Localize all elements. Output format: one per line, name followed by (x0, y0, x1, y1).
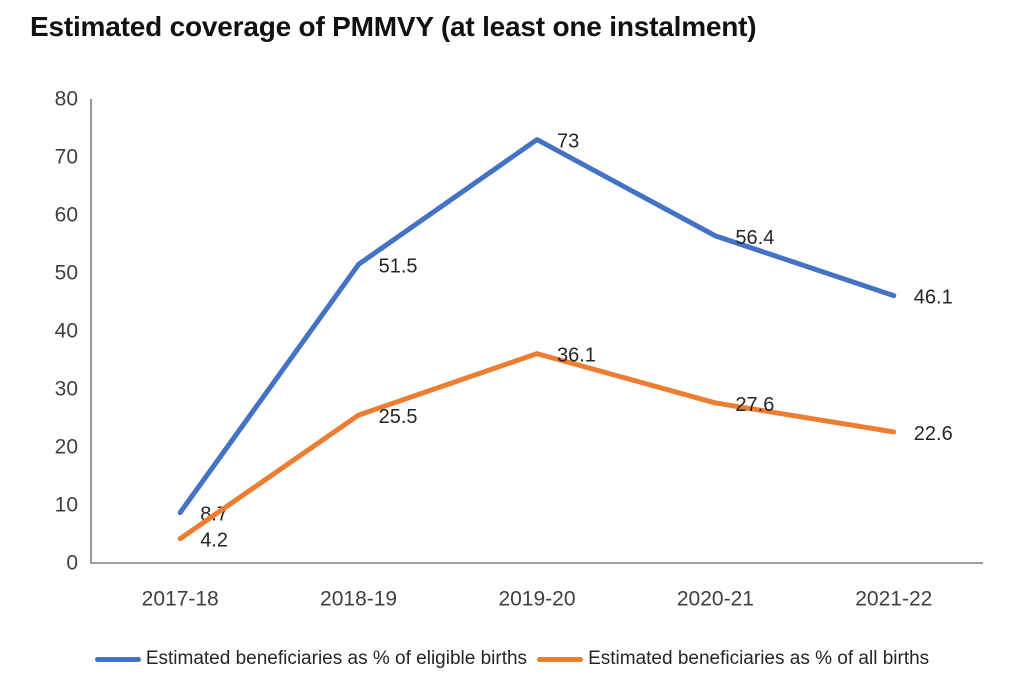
axis-lines (90, 99, 983, 564)
chart-title: Estimated coverage of PMMVY (at least on… (30, 11, 757, 42)
x-tick-label: 2021-22 (855, 588, 932, 611)
x-tick-label: 2019-20 (498, 588, 575, 611)
y-tick-label: 40 (55, 320, 78, 343)
legend-label: Estimated beneficiaries as % of all birt… (588, 648, 930, 669)
y-tick-label: 10 (55, 494, 78, 517)
data-label: 51.5 (379, 255, 418, 277)
x-tick-label: 2017-18 (142, 588, 219, 611)
legend-swatch (537, 656, 584, 662)
data-label: 25.5 (379, 406, 418, 428)
legend-item: Estimated beneficiaries as % of eligible… (94, 648, 528, 670)
series-line (177, 351, 897, 542)
data-label: 73 (557, 131, 579, 153)
x-tick-label: 2018-19 (320, 588, 397, 611)
y-tick-label: 30 (55, 378, 78, 401)
legend-label: Estimated beneficiaries as % of eligible… (145, 648, 528, 669)
data-label: 27.6 (735, 394, 774, 416)
x-tick-label: 2020-21 (677, 588, 754, 611)
y-tick-label: 60 (55, 204, 78, 227)
legend-swatch (94, 656, 141, 662)
y-tick-label: 0 (66, 552, 78, 575)
y-tick-label: 50 (55, 262, 78, 285)
data-label: 22.6 (914, 423, 953, 445)
data-label: 56.4 (735, 227, 774, 249)
chart-canvas: 0 10 20 30 40 50 60 70 80 2017-18 2018-19 2019-20 20… (55, 88, 983, 611)
series-line (177, 137, 897, 516)
legend-item: Estimated beneficiaries as % of all birt… (537, 648, 929, 670)
chart-legend: Estimated beneficiaries as % of eligible… (0, 648, 1024, 670)
data-label: 46.1 (914, 287, 953, 309)
y-tick-label: 70 (55, 146, 78, 169)
data-label: 4.2 (200, 530, 228, 552)
data-label: 36.1 (557, 345, 596, 367)
y-tick-label: 20 (55, 436, 78, 459)
y-tick-label: 80 (55, 88, 78, 111)
